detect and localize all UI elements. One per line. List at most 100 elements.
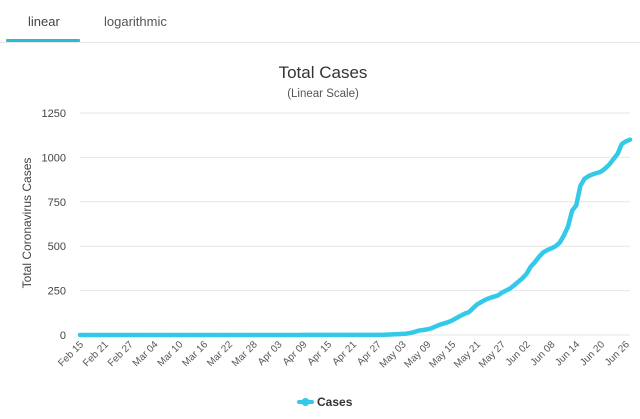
data-point[interactable] [364, 334, 366, 336]
data-point[interactable] [157, 334, 160, 336]
data-point[interactable] [133, 334, 135, 336]
data-point[interactable] [83, 334, 85, 336]
data-point[interactable] [141, 334, 143, 336]
data-point[interactable] [521, 277, 524, 279]
data-point[interactable] [608, 163, 610, 166]
data-point[interactable] [265, 334, 267, 336]
data-point[interactable] [344, 334, 346, 336]
data-point[interactable] [488, 297, 490, 299]
data-point[interactable] [331, 334, 333, 336]
data-point[interactable] [95, 334, 98, 336]
data-point[interactable] [248, 334, 251, 336]
data-point[interactable] [120, 334, 122, 336]
data-point[interactable] [497, 294, 499, 297]
data-point[interactable] [373, 334, 375, 336]
data-point[interactable] [563, 234, 565, 237]
data-point[interactable] [298, 334, 300, 336]
data-point[interactable] [116, 334, 118, 336]
data-point[interactable] [430, 327, 433, 329]
data-point[interactable] [302, 334, 304, 336]
data-point[interactable] [236, 334, 238, 336]
data-point[interactable] [443, 322, 445, 325]
data-point[interactable] [356, 334, 358, 336]
data-point[interactable] [588, 175, 590, 177]
data-point[interactable] [406, 332, 408, 335]
data-point[interactable] [360, 334, 362, 336]
data-point[interactable] [203, 334, 205, 336]
data-point[interactable] [261, 334, 263, 336]
data-point[interactable] [87, 334, 89, 336]
data-point[interactable] [385, 334, 387, 336]
data-point[interactable] [310, 334, 313, 336]
data-point[interactable] [273, 334, 275, 336]
data-point[interactable] [604, 167, 606, 170]
data-point[interactable] [505, 290, 507, 292]
data-point[interactable] [182, 334, 184, 336]
data-point[interactable] [269, 334, 271, 336]
data-point[interactable] [418, 329, 420, 332]
data-point[interactable] [294, 334, 296, 336]
data-point[interactable] [174, 334, 176, 336]
legend[interactable]: Cases [297, 395, 353, 409]
data-point[interactable] [323, 334, 325, 336]
data-point[interactable] [484, 299, 486, 301]
data-point[interactable] [534, 261, 536, 263]
data-point[interactable] [542, 251, 544, 254]
data-point[interactable] [472, 307, 474, 309]
data-point[interactable] [517, 281, 519, 283]
data-point[interactable] [538, 256, 540, 258]
data-point[interactable] [129, 334, 131, 336]
data-point[interactable] [257, 334, 259, 336]
data-point[interactable] [410, 332, 412, 334]
data-point[interactable] [621, 143, 623, 145]
data-point[interactable] [112, 334, 114, 336]
data-point[interactable] [277, 334, 280, 336]
data-point[interactable] [352, 334, 354, 336]
data-point[interactable] [220, 334, 222, 336]
data-point[interactable] [124, 334, 127, 336]
data-point[interactable] [435, 325, 437, 328]
data-point[interactable] [153, 334, 156, 336]
data-point[interactable] [389, 333, 391, 336]
data-point[interactable] [377, 334, 379, 336]
data-point[interactable] [199, 334, 201, 336]
tab-linear[interactable]: linear [28, 14, 60, 29]
data-point[interactable] [381, 334, 383, 336]
data-point[interactable] [327, 334, 329, 336]
data-point[interactable] [191, 334, 193, 336]
data-point[interactable] [244, 334, 247, 336]
data-point[interactable] [550, 247, 553, 249]
data-point[interactable] [476, 303, 478, 306]
data-point[interactable] [583, 178, 586, 180]
data-point[interactable] [530, 266, 532, 268]
data-point[interactable] [625, 140, 627, 143]
data-point[interactable] [145, 334, 147, 336]
data-point[interactable] [513, 284, 515, 286]
data-point[interactable] [397, 333, 400, 335]
data-point[interactable] [463, 313, 466, 315]
data-point[interactable] [368, 334, 371, 336]
data-point[interactable] [459, 315, 462, 317]
data-point[interactable] [501, 292, 503, 294]
data-point[interactable] [546, 249, 548, 251]
tab-logarithmic[interactable]: logarithmic [104, 14, 167, 29]
data-point[interactable] [186, 334, 189, 336]
data-point[interactable] [348, 334, 350, 336]
data-point[interactable] [447, 321, 449, 323]
data-point[interactable] [104, 334, 106, 336]
data-point[interactable] [286, 334, 288, 336]
data-point[interactable] [232, 334, 234, 336]
data-point[interactable] [509, 287, 511, 290]
data-point[interactable] [240, 334, 242, 336]
data-point[interactable] [455, 317, 457, 319]
data-point[interactable] [414, 331, 416, 333]
data-point[interactable] [439, 324, 441, 326]
data-point[interactable] [426, 328, 428, 330]
data-point[interactable] [451, 319, 453, 322]
data-point[interactable] [575, 204, 577, 206]
data-point[interactable] [592, 173, 594, 175]
data-point[interactable] [335, 334, 337, 336]
data-point[interactable] [149, 334, 151, 336]
data-point[interactable] [468, 311, 470, 313]
data-point[interactable] [596, 172, 598, 174]
